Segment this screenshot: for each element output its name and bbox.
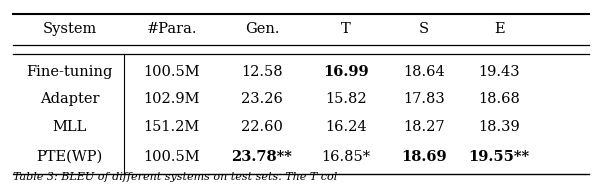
Text: 18.68: 18.68	[478, 92, 520, 106]
Text: 15.82: 15.82	[325, 92, 367, 106]
Text: 100.5M: 100.5M	[143, 65, 200, 79]
Text: 17.83: 17.83	[403, 92, 445, 106]
Text: Fine-tuning: Fine-tuning	[26, 65, 113, 79]
Text: 18.64: 18.64	[403, 65, 445, 79]
Text: 18.69: 18.69	[402, 150, 447, 164]
Text: 151.2M: 151.2M	[144, 120, 200, 134]
Text: 16.24: 16.24	[325, 120, 367, 134]
Text: Gen.: Gen.	[244, 22, 279, 36]
Text: 19.43: 19.43	[479, 65, 520, 79]
Text: Adapter: Adapter	[40, 92, 99, 106]
Text: MLL: MLL	[52, 120, 87, 134]
Text: S: S	[419, 22, 429, 36]
Text: 16.85*: 16.85*	[321, 150, 371, 164]
Text: 100.5M: 100.5M	[143, 150, 200, 164]
Text: #Para.: #Para.	[147, 22, 197, 36]
Text: 23.78**: 23.78**	[232, 150, 293, 164]
Text: T: T	[341, 22, 351, 36]
Text: System: System	[43, 22, 97, 36]
Text: 19.55**: 19.55**	[468, 150, 530, 164]
Text: PTE(WP): PTE(WP)	[37, 150, 103, 164]
Text: 16.99: 16.99	[323, 65, 369, 79]
Text: 102.9M: 102.9M	[144, 92, 200, 106]
Text: 12.58: 12.58	[241, 65, 283, 79]
Text: Table 3: BLEU of different systems on test sets. The T col: Table 3: BLEU of different systems on te…	[13, 172, 337, 182]
Text: 23.26: 23.26	[241, 92, 283, 106]
Text: 18.39: 18.39	[479, 120, 520, 134]
Text: 22.60: 22.60	[241, 120, 283, 134]
Text: E: E	[494, 22, 504, 36]
Text: 18.27: 18.27	[403, 120, 445, 134]
